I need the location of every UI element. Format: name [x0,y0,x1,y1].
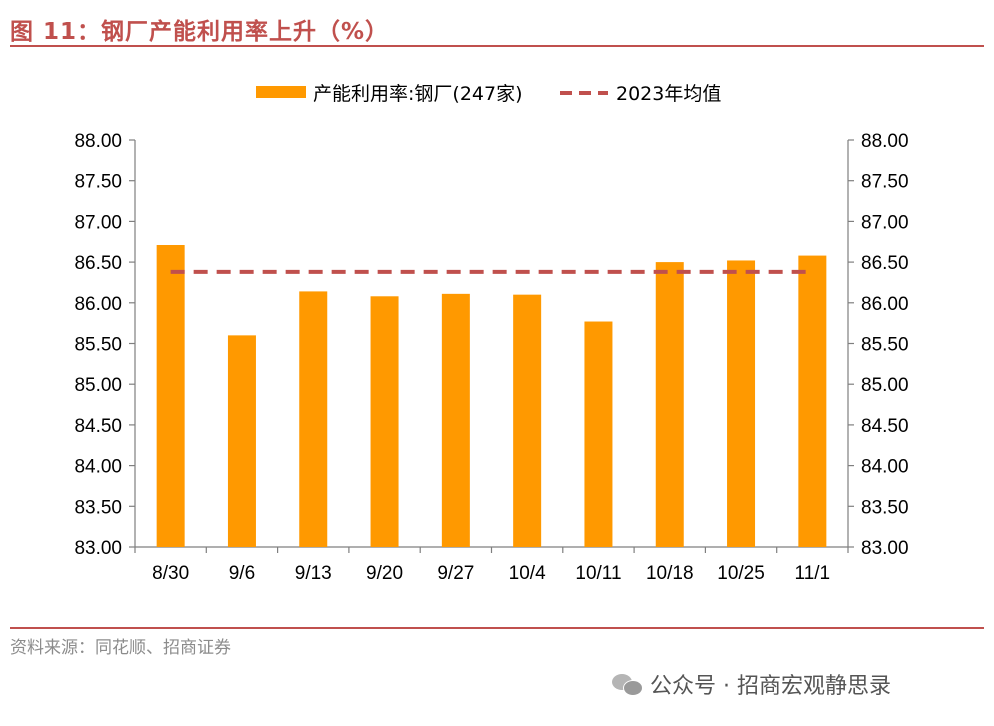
x-tick-label: 9/6 [229,563,255,584]
bar [299,291,328,547]
y-tick-label-left: 84.50 [74,416,122,437]
x-tick-label: 8/30 [152,563,189,584]
y-tick-label-right: 86.50 [861,253,909,274]
bar [798,255,827,547]
y-tick-label-left: 85.00 [74,375,122,396]
legend-swatch-bar [256,86,306,98]
bar [513,294,542,547]
x-tick-label: 10/25 [717,563,765,584]
y-tick-label-left: 85.50 [74,335,122,356]
figure-title: 图 11：钢厂产能利用率上升（%） [10,19,390,45]
source-note: 资料来源：同花顺、招商证券 [10,638,231,658]
bar [655,262,684,547]
footer-divider [10,627,984,629]
y-tick-label-right: 84.00 [861,457,909,478]
y-tick-label-left: 84.00 [74,457,122,478]
bar [727,260,756,547]
watermark: 公众号 · 招商宏观静思录 [612,668,891,700]
y-tick-label-right: 87.00 [861,212,909,233]
x-tick-label: 10/18 [646,563,694,584]
x-tick-label: 9/20 [366,563,403,584]
bar [441,293,470,547]
bar [370,296,399,547]
y-tick-label-right: 85.00 [861,375,909,396]
y-tick-label-right: 83.50 [861,497,909,518]
y-tick-label-left: 86.00 [74,294,122,315]
title-divider [10,45,984,47]
bar [584,321,613,547]
x-tick-label: 11/1 [795,563,831,584]
chart-legend: 产能利用率:钢厂(247家) 2023年均值 [256,83,721,105]
x-tick-label: 9/13 [295,563,332,584]
wechat-icon [612,672,643,696]
x-tick-label: 10/11 [575,563,621,584]
legend-label-avg-line: 2023年均值 [616,83,721,105]
bar [227,335,256,547]
watermark-text: 公众号 · 招商宏观静思录 [650,674,891,699]
y-tick-label-right: 86.00 [861,294,909,315]
y-tick-label-left: 87.00 [74,212,122,233]
y-tick-label-left: 83.50 [74,497,122,518]
legend-label-bar: 产能利用率:钢厂(247家) [313,83,523,105]
y-tick-label-right: 84.50 [861,416,909,437]
y-tick-label-right: 83.00 [861,538,909,559]
bar-chart: 产能利用率:钢厂(247家) 2023年均值 83.00 83.00 83.50 83… [74,83,909,584]
y-tick-label-left: 86.50 [74,253,122,274]
y-tick-label-right: 88.00 [861,131,909,152]
y-tick-label-right: 87.50 [861,172,909,193]
x-tick-label: 10/4 [509,563,546,584]
bar [156,245,185,548]
y-tick-label-left: 88.00 [74,131,122,152]
y-tick-label-left: 87.50 [74,172,122,193]
y-tick-label-right: 85.50 [861,335,909,356]
x-tick-label: 9/27 [437,563,474,584]
y-tick-label-left: 83.00 [74,538,122,559]
